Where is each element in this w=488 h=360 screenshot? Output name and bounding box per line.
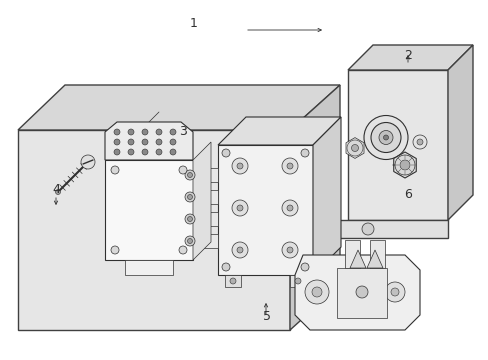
Circle shape [114,129,120,135]
Polygon shape [105,122,193,160]
Polygon shape [294,255,419,330]
Circle shape [184,192,195,202]
Circle shape [286,205,292,211]
Polygon shape [347,45,472,70]
Circle shape [170,139,176,145]
Circle shape [179,166,186,174]
Circle shape [351,144,358,152]
Circle shape [184,170,195,180]
Text: 3: 3 [179,125,187,138]
Polygon shape [447,45,472,220]
Circle shape [229,278,236,284]
Circle shape [184,236,195,246]
Circle shape [114,139,120,145]
Text: 5: 5 [262,310,270,323]
Circle shape [111,246,119,254]
Circle shape [187,194,192,199]
Bar [218,145,312,275]
Circle shape [305,280,328,304]
Circle shape [111,166,119,174]
Circle shape [282,158,297,174]
Polygon shape [18,85,339,130]
Circle shape [383,135,387,140]
Circle shape [231,242,247,258]
Circle shape [282,242,297,258]
Polygon shape [190,168,218,182]
Circle shape [156,149,162,155]
Circle shape [370,122,400,153]
Circle shape [412,135,426,149]
Polygon shape [289,275,305,287]
Circle shape [346,140,362,156]
Circle shape [390,288,398,296]
Circle shape [301,263,308,271]
Polygon shape [18,130,289,330]
Circle shape [128,129,134,135]
Circle shape [237,163,243,169]
Polygon shape [125,260,173,275]
Circle shape [416,139,422,145]
Circle shape [384,282,404,302]
Polygon shape [345,240,359,268]
Bar [336,268,386,318]
Circle shape [187,172,192,177]
Circle shape [142,149,148,155]
Polygon shape [366,250,382,268]
Circle shape [378,131,392,144]
Circle shape [142,129,148,135]
Polygon shape [193,142,210,260]
Circle shape [399,160,409,170]
Text: 6: 6 [404,188,411,201]
Circle shape [363,116,407,159]
Polygon shape [347,70,447,220]
Circle shape [184,214,195,224]
Circle shape [231,158,247,174]
Circle shape [187,216,192,221]
Circle shape [222,149,229,157]
Polygon shape [393,152,415,178]
Circle shape [286,163,292,169]
Polygon shape [312,117,340,275]
Polygon shape [369,240,384,268]
Polygon shape [190,212,218,226]
Circle shape [311,287,321,297]
Circle shape [187,239,192,243]
Circle shape [231,200,247,216]
Circle shape [222,263,229,271]
Polygon shape [190,190,218,204]
Circle shape [170,129,176,135]
Circle shape [81,155,95,169]
Circle shape [128,139,134,145]
Circle shape [301,149,308,157]
Circle shape [361,223,373,235]
Circle shape [156,139,162,145]
Polygon shape [289,85,339,330]
Circle shape [355,286,367,298]
Circle shape [156,129,162,135]
Text: 1: 1 [189,17,197,30]
Text: 2: 2 [404,49,411,62]
Circle shape [282,200,297,216]
Polygon shape [287,220,447,238]
Circle shape [286,247,292,253]
Circle shape [114,149,120,155]
Circle shape [142,139,148,145]
Circle shape [55,189,61,194]
Polygon shape [224,275,241,287]
Circle shape [237,247,243,253]
Circle shape [170,149,176,155]
Circle shape [237,205,243,211]
Polygon shape [346,138,363,158]
Circle shape [128,149,134,155]
Circle shape [294,278,301,284]
Circle shape [394,155,414,175]
Text: 4: 4 [52,183,60,195]
Circle shape [179,246,186,254]
Polygon shape [218,117,340,145]
Polygon shape [190,234,218,248]
Bar [105,160,193,260]
Polygon shape [349,250,365,268]
